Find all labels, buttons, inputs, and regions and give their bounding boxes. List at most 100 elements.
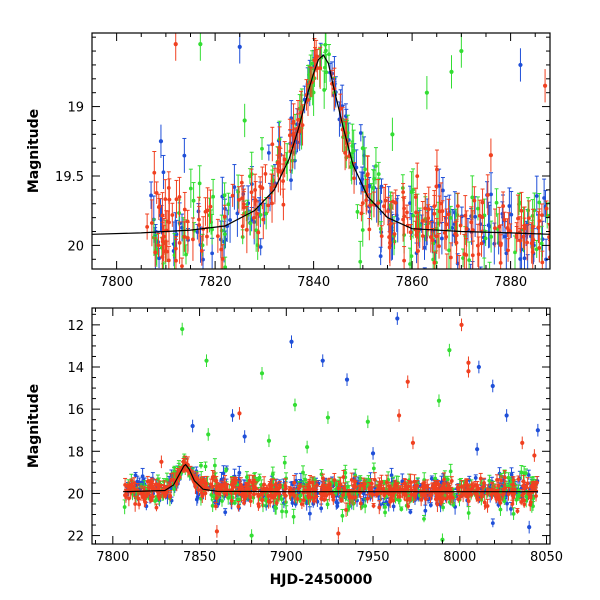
- data-point: [200, 494, 205, 498]
- data-point: [240, 224, 245, 229]
- data-point: [301, 498, 306, 503]
- data-point: [489, 234, 494, 239]
- data-point: [386, 209, 390, 214]
- data-point: [244, 475, 249, 480]
- data-point: [259, 483, 264, 487]
- data-point: [210, 227, 214, 232]
- data-point: [214, 496, 219, 500]
- series-2-points: [145, 38, 550, 278]
- data-point: [255, 478, 260, 483]
- outlier-point: [158, 139, 164, 144]
- data-point: [196, 488, 201, 492]
- data-point: [478, 476, 483, 481]
- data-point: [442, 477, 446, 482]
- data-point: [166, 185, 171, 190]
- x-tick-label: 7800: [100, 275, 133, 290]
- series-1-points: [151, 33, 550, 284]
- x-tick-label: 7860: [396, 275, 429, 290]
- data-point: [311, 90, 316, 95]
- data-point: [534, 194, 539, 198]
- data-point: [448, 215, 453, 220]
- data-point: [217, 492, 221, 496]
- data-point: [296, 486, 301, 491]
- data-point: [282, 460, 287, 465]
- data-point: [422, 516, 426, 521]
- data-point: [466, 511, 471, 515]
- data-point: [334, 482, 339, 487]
- data-point: [153, 250, 158, 255]
- data-point: [432, 204, 437, 209]
- x-tick-label: 7820: [199, 275, 232, 290]
- data-point: [445, 477, 450, 482]
- data-point: [156, 477, 160, 482]
- data-point: [402, 258, 407, 263]
- data-point: [498, 261, 503, 265]
- data-point: [500, 492, 505, 497]
- data-point: [291, 119, 296, 124]
- data-point: [487, 224, 492, 229]
- data-point: [288, 492, 293, 497]
- data-point: [353, 485, 358, 489]
- data-point: [122, 505, 127, 509]
- x-tick-label: 7840: [297, 275, 330, 290]
- data-point: [449, 479, 454, 483]
- data-point: [462, 252, 467, 257]
- data-point: [472, 198, 477, 203]
- data-point: [415, 483, 419, 488]
- data-point: [521, 498, 526, 503]
- data-point: [364, 198, 369, 203]
- data-point: [455, 204, 460, 208]
- data-point: [470, 228, 475, 232]
- data-point: [166, 219, 170, 224]
- data-point: [518, 238, 523, 243]
- data-point: [132, 480, 137, 485]
- data-point: [393, 200, 398, 205]
- top-panel-y-axis-label: Magnitude: [26, 109, 42, 193]
- outlier-point: [173, 42, 178, 47]
- data-point: [467, 258, 472, 263]
- data-point: [270, 201, 274, 206]
- data-point: [185, 236, 190, 240]
- data-point: [213, 504, 218, 509]
- data-point: [457, 274, 461, 278]
- data-point: [174, 258, 178, 263]
- data-point: [266, 150, 271, 155]
- data-point: [516, 477, 521, 482]
- data-point: [165, 249, 169, 254]
- data-point: [233, 491, 238, 496]
- data-point: [240, 196, 244, 201]
- data-point: [488, 277, 492, 281]
- data-point: [182, 207, 187, 212]
- data-point: [248, 499, 253, 504]
- data-point: [520, 493, 525, 498]
- data-point: [136, 496, 141, 501]
- data-point: [439, 201, 443, 206]
- data-point: [408, 510, 413, 514]
- data-point: [171, 242, 176, 246]
- data-point: [408, 201, 412, 206]
- data-point: [413, 195, 418, 200]
- data-point: [220, 256, 225, 261]
- data-point: [149, 193, 153, 198]
- data-point: [248, 221, 253, 226]
- outlier-point: [360, 146, 365, 151]
- data-point: [492, 241, 497, 246]
- data-point: [479, 273, 483, 277]
- data-point: [352, 176, 356, 181]
- data-point: [423, 497, 428, 502]
- data-point: [154, 505, 159, 510]
- data-point: [480, 200, 485, 205]
- data-point: [238, 497, 242, 502]
- data-point: [332, 478, 337, 482]
- data-point: [203, 464, 208, 469]
- data-point: [372, 477, 377, 482]
- data-point: [422, 482, 427, 487]
- data-point: [223, 510, 228, 515]
- data-point: [133, 502, 138, 506]
- top-panel-frame: [91, 32, 551, 270]
- data-point: [161, 280, 165, 284]
- data-point: [517, 493, 522, 498]
- data-point: [349, 478, 354, 482]
